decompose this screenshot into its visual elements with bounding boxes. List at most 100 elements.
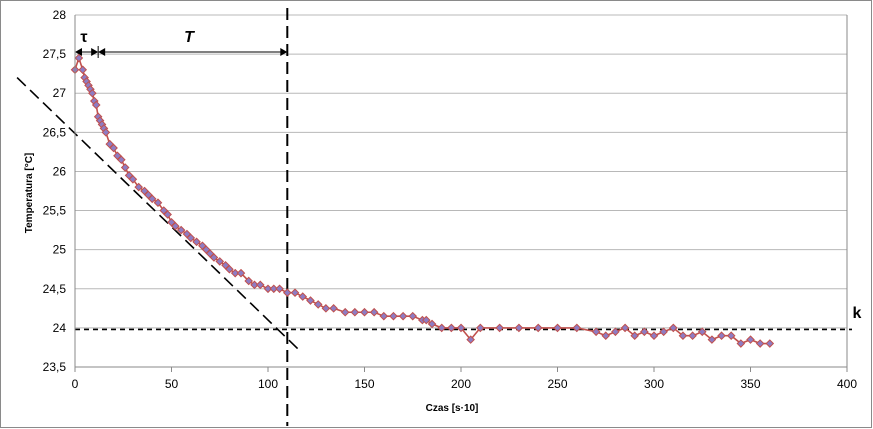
data-point [514,323,524,333]
data-point [630,331,640,341]
arrowhead-right [280,48,288,56]
y-tick-label: 25 [53,243,67,257]
data-point [163,210,172,219]
data-point [215,257,225,266]
data-point [147,194,157,204]
data-point [678,331,688,341]
data-point [369,307,379,317]
data-point [153,198,163,208]
y-tick-label: 27 [53,86,67,100]
axes: 23,5 24 24,5 25 25,5 26 26,5 27 27,5 28 0 50 100 150 2… [43,8,858,391]
y-tick-label: 27,5 [43,47,67,61]
data-point [640,327,649,337]
data-point [437,323,447,333]
y-tick-label: 23,5 [43,360,67,374]
data-point [755,339,765,348]
data-point [225,264,234,274]
x-tick-label: 200 [451,377,471,391]
data-point [746,335,755,344]
data-point [408,311,418,321]
data-point [128,174,138,184]
data-point [591,327,601,337]
data-point [236,268,246,278]
data-point [697,327,707,337]
data-point [649,331,659,341]
data-point [736,339,746,348]
data-point [176,225,186,235]
tangent-line [16,77,300,351]
y-tick-label: 24,5 [43,282,67,296]
y-tick-label: 26 [53,164,67,178]
x-tick-label: 300 [644,377,664,391]
data-point [620,323,630,333]
data-point [707,335,717,344]
data-point [350,307,360,317]
data-point [186,233,196,243]
arrowhead-left [98,48,106,56]
data-point [668,323,678,333]
data-point [290,288,300,297]
data-point [230,268,240,278]
data-point [379,311,389,321]
gain-label: k [853,305,862,322]
arrowhead-left [75,48,82,56]
data-point [601,331,611,341]
x-tick-label: 150 [354,377,374,391]
data-point [659,327,668,337]
time-constant-dimension-arrow [98,48,288,56]
data-point [611,327,620,337]
data-point [447,323,456,333]
data-point [78,65,88,75]
data-point [340,307,350,317]
data-point [171,221,180,231]
y-tick-label: 26,5 [43,125,67,139]
x-tick-label: 250 [547,377,567,391]
data-point [421,315,431,325]
x-tick-label: 50 [165,377,179,391]
data-point [726,331,736,341]
data-point [250,280,259,290]
y-tick-label: 25,5 [43,204,67,218]
data-point [306,296,315,305]
data-point [765,339,775,348]
data-point [717,331,726,341]
data-point [244,276,254,286]
data-point [688,331,697,341]
data-point [209,253,219,262]
x-tick-label: 350 [740,377,760,391]
x-tick-label: 100 [258,377,278,391]
time-constant-label: T [184,29,195,46]
y-axis-title: Temperatura [°C] [24,153,35,234]
x-axis-title: Czas [s·10] [426,403,479,414]
data-point [572,323,582,333]
data-point [255,280,265,290]
y-tick-label: 28 [53,8,67,22]
data-point [117,155,126,165]
tau-label: τ [80,29,87,46]
data-point [553,323,562,333]
data-point [298,292,308,301]
data-point [398,311,408,321]
x-tick-label: 400 [837,377,857,391]
data-point [456,323,466,333]
data-point [88,88,97,98]
data-point [321,304,331,313]
data-point [192,237,201,247]
data-point [134,182,143,192]
data-point [533,323,543,333]
data-point [91,100,101,110]
arrowhead-right [91,48,99,56]
data-point [329,304,338,313]
data-series [70,53,775,348]
y-tick-label: 24 [53,321,67,335]
data-point [101,128,111,137]
data-point [275,284,284,294]
data-point [263,284,273,294]
data-point [360,307,369,317]
tau-dimension-arrow [75,48,99,56]
data-point [109,143,118,153]
data-point [466,335,475,344]
